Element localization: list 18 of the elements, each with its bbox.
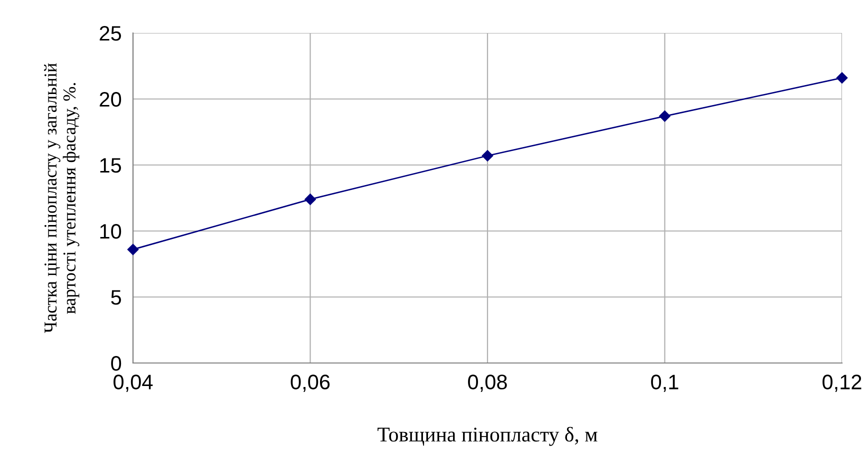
x-axis-title: Товщина пінопласту δ, м [378, 426, 598, 446]
x-tick-label: 0,08 [468, 374, 507, 392]
y-tick-label: 25 [100, 26, 122, 41]
x-tick-label: 0,1 [651, 374, 678, 392]
y-tick-label: 5 [111, 290, 122, 305]
x-tick-label: 0,06 [290, 374, 330, 392]
y-tick-label: 15 [100, 158, 122, 173]
point [659, 110, 670, 122]
point [482, 150, 494, 162]
y-axis-title: Частка ціни пінопласту у загальній вартості утеплення фасаду, %. [44, 63, 80, 333]
y-tick-label: 20 [100, 92, 122, 107]
point [304, 194, 316, 205]
y-tick-label: 0 [111, 356, 122, 371]
point [836, 72, 848, 84]
x-tick-label: 0,04 [114, 374, 153, 392]
y-tick-label: 10 [100, 224, 122, 239]
x-tick-label: 0,12 [822, 374, 862, 392]
point [127, 244, 139, 256]
